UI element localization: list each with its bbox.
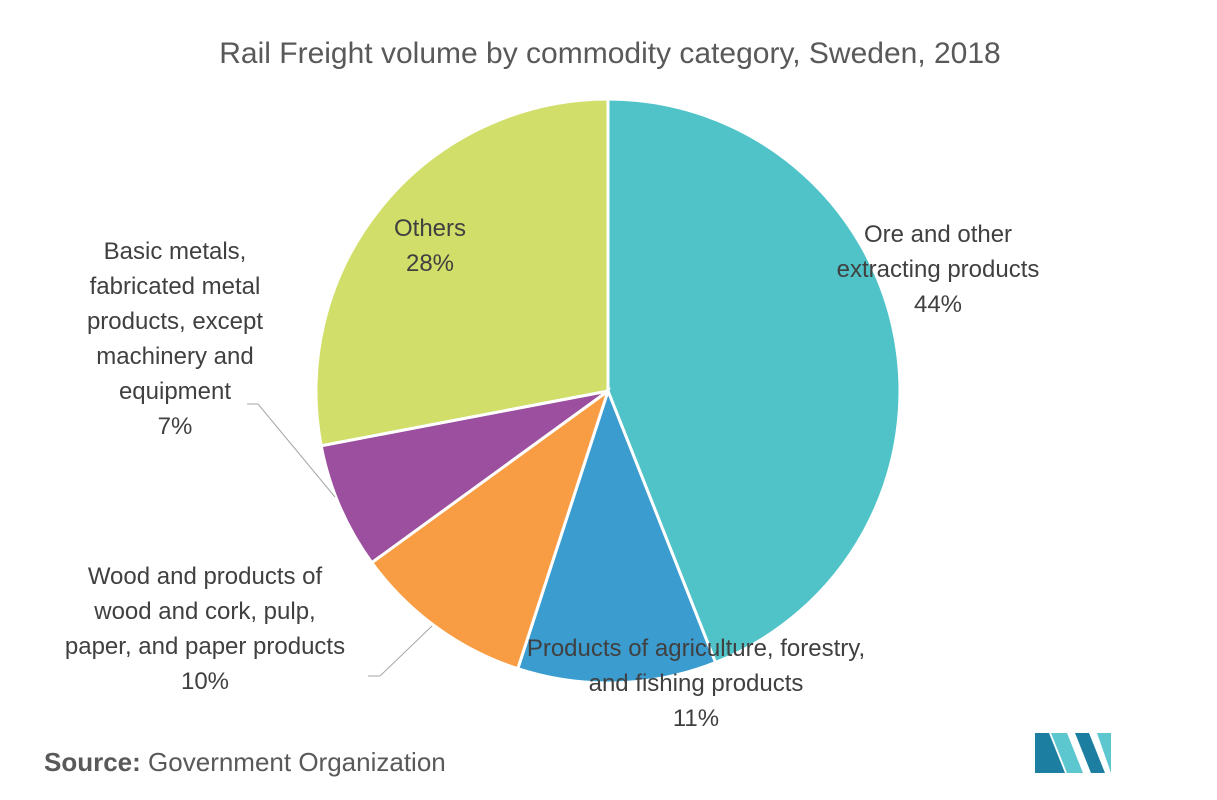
slice-label-2: Products of agriculture, forestry, and fi… xyxy=(527,635,865,730)
source-label: Source: xyxy=(44,747,141,777)
pie-slice-5 xyxy=(314,97,610,448)
slice-name-line: extracting products xyxy=(837,256,1040,283)
slice-value-label: 7% xyxy=(158,413,193,440)
slice-value-label: 10% xyxy=(181,668,229,695)
slice-name-line: and fishing products xyxy=(589,670,804,697)
slice-name-line: Others xyxy=(394,215,466,242)
slice-value-label: 44% xyxy=(914,291,962,318)
slice-label-5: Others 28% xyxy=(394,215,466,277)
source-note: Source: Government Organization xyxy=(44,747,446,778)
pie-slice-1 xyxy=(606,97,902,665)
leader-line-4 xyxy=(247,403,336,498)
slice-value-label: 11% xyxy=(673,705,719,730)
chart-title: Rail Freight volume by commodity categor… xyxy=(219,37,1000,70)
slice-name-line: Basic metals, xyxy=(104,238,247,265)
pie-slice-3 xyxy=(369,387,611,671)
leader-line-3 xyxy=(368,625,433,677)
slice-name-line: Wood and products of xyxy=(88,563,323,590)
slice-name-line: Ore and other xyxy=(864,221,1012,248)
pie-slice-4 xyxy=(319,389,609,565)
slice-label-4: Basic metals, fabricated metal products, e… xyxy=(87,238,263,440)
slice-value-label: 28% xyxy=(406,250,454,277)
slice-name-line: products, except xyxy=(87,308,263,335)
slice-name-line: paper, and paper products xyxy=(65,633,345,660)
slice-name-line: machinery and xyxy=(96,343,253,370)
slice-name-line: equipment xyxy=(119,378,231,405)
leader-lines xyxy=(247,403,433,677)
slice-name-line: fabricated metal xyxy=(90,273,261,300)
slice-label-1: Ore and other extracting products 44% xyxy=(837,221,1040,318)
mordor-intelligence-logo-icon xyxy=(1035,733,1111,773)
pie-chart: Rail Freight volume by commodity categor… xyxy=(65,37,1040,730)
slice-label-3: Wood and products of wood and cork, pulp,… xyxy=(65,563,345,695)
pie-slice-2 xyxy=(515,386,718,685)
slice-name-line: Products of agriculture, forestry, xyxy=(527,635,865,662)
slice-name-line: wood and cork, pulp, xyxy=(93,598,315,625)
pie-slices xyxy=(314,97,902,685)
source-value: Government Organization xyxy=(148,747,446,777)
slice-labels: Ore and other extracting products 44% Produ… xyxy=(65,215,1040,730)
